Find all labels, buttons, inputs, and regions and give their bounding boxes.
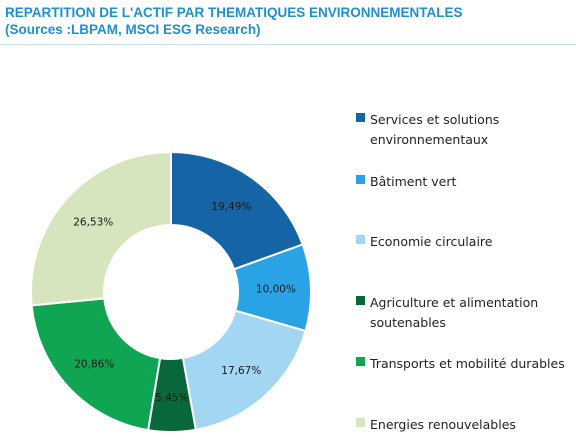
slice-data-label: 20,86% [74, 359, 114, 371]
chart-title-block: REPARTITION DE L'ACTIF PAR THEMATIQUES E… [5, 4, 571, 38]
legend-swatch [356, 175, 365, 184]
chart-subtitle: (Sources :LBPAM, MSCI ESG Research) [5, 22, 261, 37]
header-divider [0, 44, 576, 45]
legend-label: Bâtiment vert [370, 172, 576, 192]
legend-label: Transports et mobilité durables [370, 354, 576, 374]
legend-label-line: Energies renouvelables [370, 417, 516, 432]
legend-label-line: Economie circulaire [370, 234, 493, 249]
legend-swatch [356, 235, 365, 244]
legend-label-line: Transports et mobilité durables [370, 356, 565, 371]
legend-swatch [356, 357, 365, 366]
slice-data-label: 26,53% [73, 216, 113, 228]
legend-swatch [356, 418, 365, 427]
slice-data-label: 17,67% [221, 365, 261, 377]
legend-label: Services et solutions environnementaux [370, 110, 576, 150]
donut-slice [170, 150, 304, 271]
legend-swatch [356, 296, 365, 305]
legend-label: Economie circulaire [370, 232, 576, 252]
slice-data-label: 5,45% [155, 392, 188, 404]
legend-label-line: Bâtiment vert [370, 174, 457, 189]
donut-slice [30, 150, 172, 307]
legend-label-line: soutenables [370, 315, 446, 330]
legend-label-line: Agriculture et alimentation [370, 295, 539, 310]
chart-title: REPARTITION DE L'ACTIF PAR THEMATIQUES E… [5, 5, 463, 20]
legend-label-line: Services et solutions [370, 112, 500, 127]
donut-slice [181, 309, 307, 431]
legend-label-line: environnementaux [370, 132, 489, 147]
slice-data-label: 19,49% [211, 201, 251, 213]
legend-swatch [356, 113, 365, 122]
legend-label: Energies renouvelables [370, 415, 576, 435]
slice-data-label: 10,00% [256, 284, 296, 296]
legend-label: Agriculture et alimentation soutenables [370, 293, 576, 333]
donut-slice [30, 297, 162, 432]
